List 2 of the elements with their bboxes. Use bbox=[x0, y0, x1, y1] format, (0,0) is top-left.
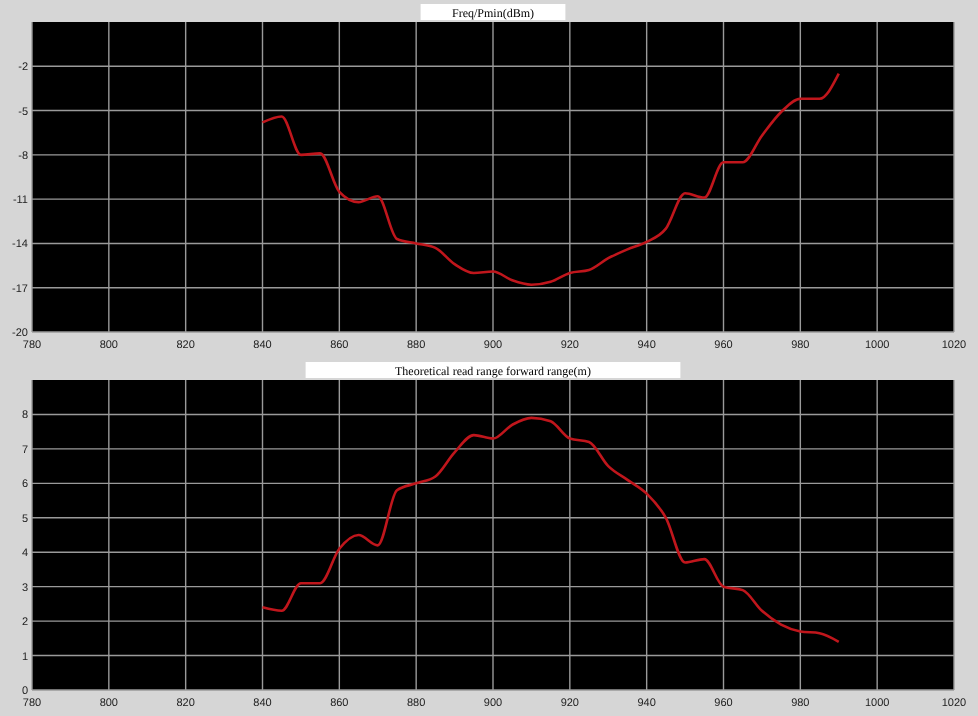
line-series bbox=[261, 416, 841, 644]
line-series bbox=[261, 72, 841, 287]
